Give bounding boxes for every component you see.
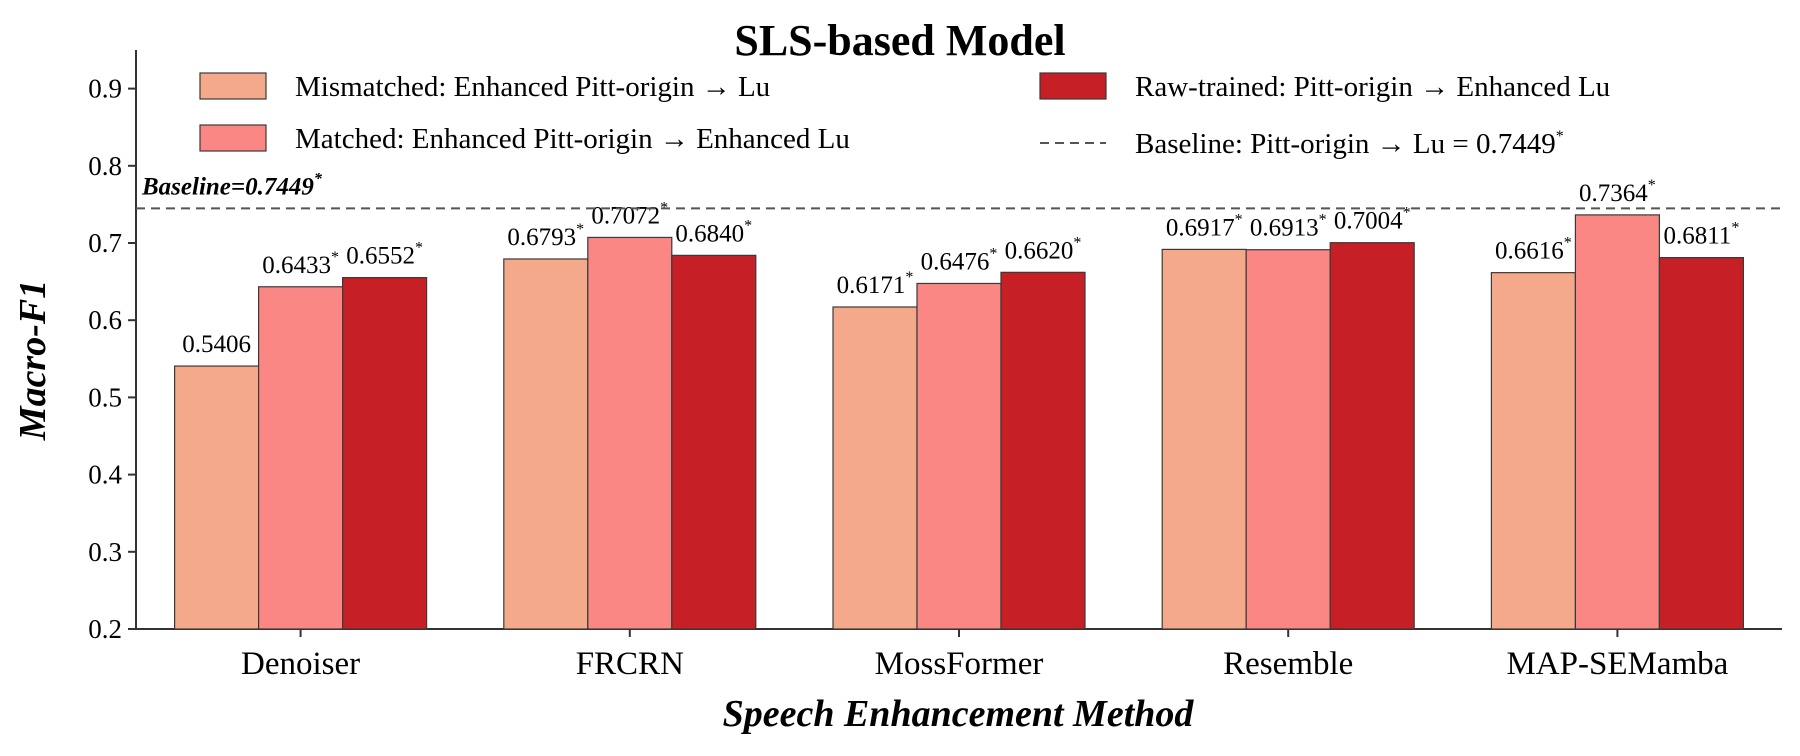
legend-swatch bbox=[1039, 72, 1107, 100]
bar bbox=[1490, 272, 1577, 630]
legend-item: Matched: Enhanced Pitt-origin → Enhanced… bbox=[199, 123, 850, 155]
bar-value-label: 0.6476* bbox=[921, 245, 998, 275]
x-tick-label: Resemble bbox=[1223, 646, 1353, 682]
x-tick-label: MossFormer bbox=[875, 646, 1044, 682]
x-tick-label: FRCRN bbox=[576, 646, 684, 682]
y-tick-label: 0.8 bbox=[88, 151, 122, 181]
bar-value-label: 0.6433* bbox=[262, 249, 339, 279]
legend-swatch bbox=[199, 124, 267, 152]
bar-value-label: 0.6793* bbox=[507, 221, 584, 251]
y-tick-label: 0.4 bbox=[88, 460, 122, 490]
x-axis-title: Speech Enhancement Method bbox=[723, 693, 1195, 735]
y-tick-label: 0.3 bbox=[88, 537, 122, 567]
legend-label: Matched: Enhanced Pitt-origin → Enhanced… bbox=[295, 123, 850, 155]
x-tick-label: Denoiser bbox=[241, 646, 360, 682]
y-tick-label: 0.5 bbox=[88, 382, 122, 412]
bar-value-label: 0.6811* bbox=[1663, 220, 1739, 250]
bar bbox=[1329, 242, 1415, 630]
bar bbox=[671, 254, 757, 630]
legend: Mismatched: Enhanced Pitt-origin → Lu Mat… bbox=[199, 71, 1610, 160]
legend-item: Mismatched: Enhanced Pitt-origin → Lu bbox=[199, 71, 770, 103]
legend-swatch bbox=[199, 72, 267, 100]
bar-value-label: 0.6913* bbox=[1250, 212, 1327, 242]
legend-label: Raw-trained: Pitt-origin → Enhanced Lu bbox=[1135, 71, 1610, 103]
bar bbox=[1000, 271, 1086, 630]
bar bbox=[258, 286, 344, 630]
x-tick-label: MAP-SEMamba bbox=[1506, 646, 1728, 682]
bar bbox=[174, 365, 260, 630]
y-tick-label: 0.6 bbox=[88, 305, 122, 335]
bar-value-label: 0.6840* bbox=[675, 217, 752, 247]
baseline-label: Baseline=0.7449* bbox=[141, 170, 323, 200]
y-tick-label: 0.9 bbox=[88, 74, 122, 104]
y-tick-label: 0.7 bbox=[88, 228, 122, 258]
bar-value-label: 0.7004* bbox=[1334, 205, 1411, 235]
bar bbox=[1245, 249, 1331, 630]
legend-item: Raw-trained: Pitt-origin → Enhanced Lu bbox=[1039, 71, 1610, 103]
bar bbox=[342, 276, 428, 630]
legend-label: Mismatched: Enhanced Pitt-origin → Lu bbox=[295, 71, 770, 103]
bar bbox=[1574, 214, 1661, 630]
bar bbox=[1161, 248, 1247, 630]
bar-value-label: 0.6552* bbox=[346, 240, 423, 270]
bar bbox=[916, 282, 1002, 630]
bar-value-label: 0.5406 bbox=[182, 331, 251, 358]
y-tick-label: 0.2 bbox=[88, 614, 122, 644]
bar-value-label: 0.6171* bbox=[837, 269, 914, 299]
bar-value-label: 0.7072* bbox=[591, 199, 668, 229]
legend-label: Baseline: Pitt-origin → Lu = 0.7449* bbox=[1135, 128, 1564, 160]
bar-value-label: 0.6917* bbox=[1166, 211, 1243, 241]
bar bbox=[503, 258, 589, 630]
y-axis-title: Macro-F1 bbox=[12, 280, 54, 441]
legend-item: Baseline: Pitt-origin → Lu = 0.7449* bbox=[1040, 128, 1564, 160]
bar-value-label: 0.6620* bbox=[1005, 234, 1082, 264]
bar-value-label: 0.7364* bbox=[1579, 177, 1656, 207]
chart-title: SLS-based Model bbox=[734, 16, 1065, 65]
bar bbox=[1658, 256, 1745, 630]
bar bbox=[587, 236, 673, 630]
bar bbox=[832, 306, 918, 630]
bar-value-label: 0.6616* bbox=[1495, 235, 1572, 265]
